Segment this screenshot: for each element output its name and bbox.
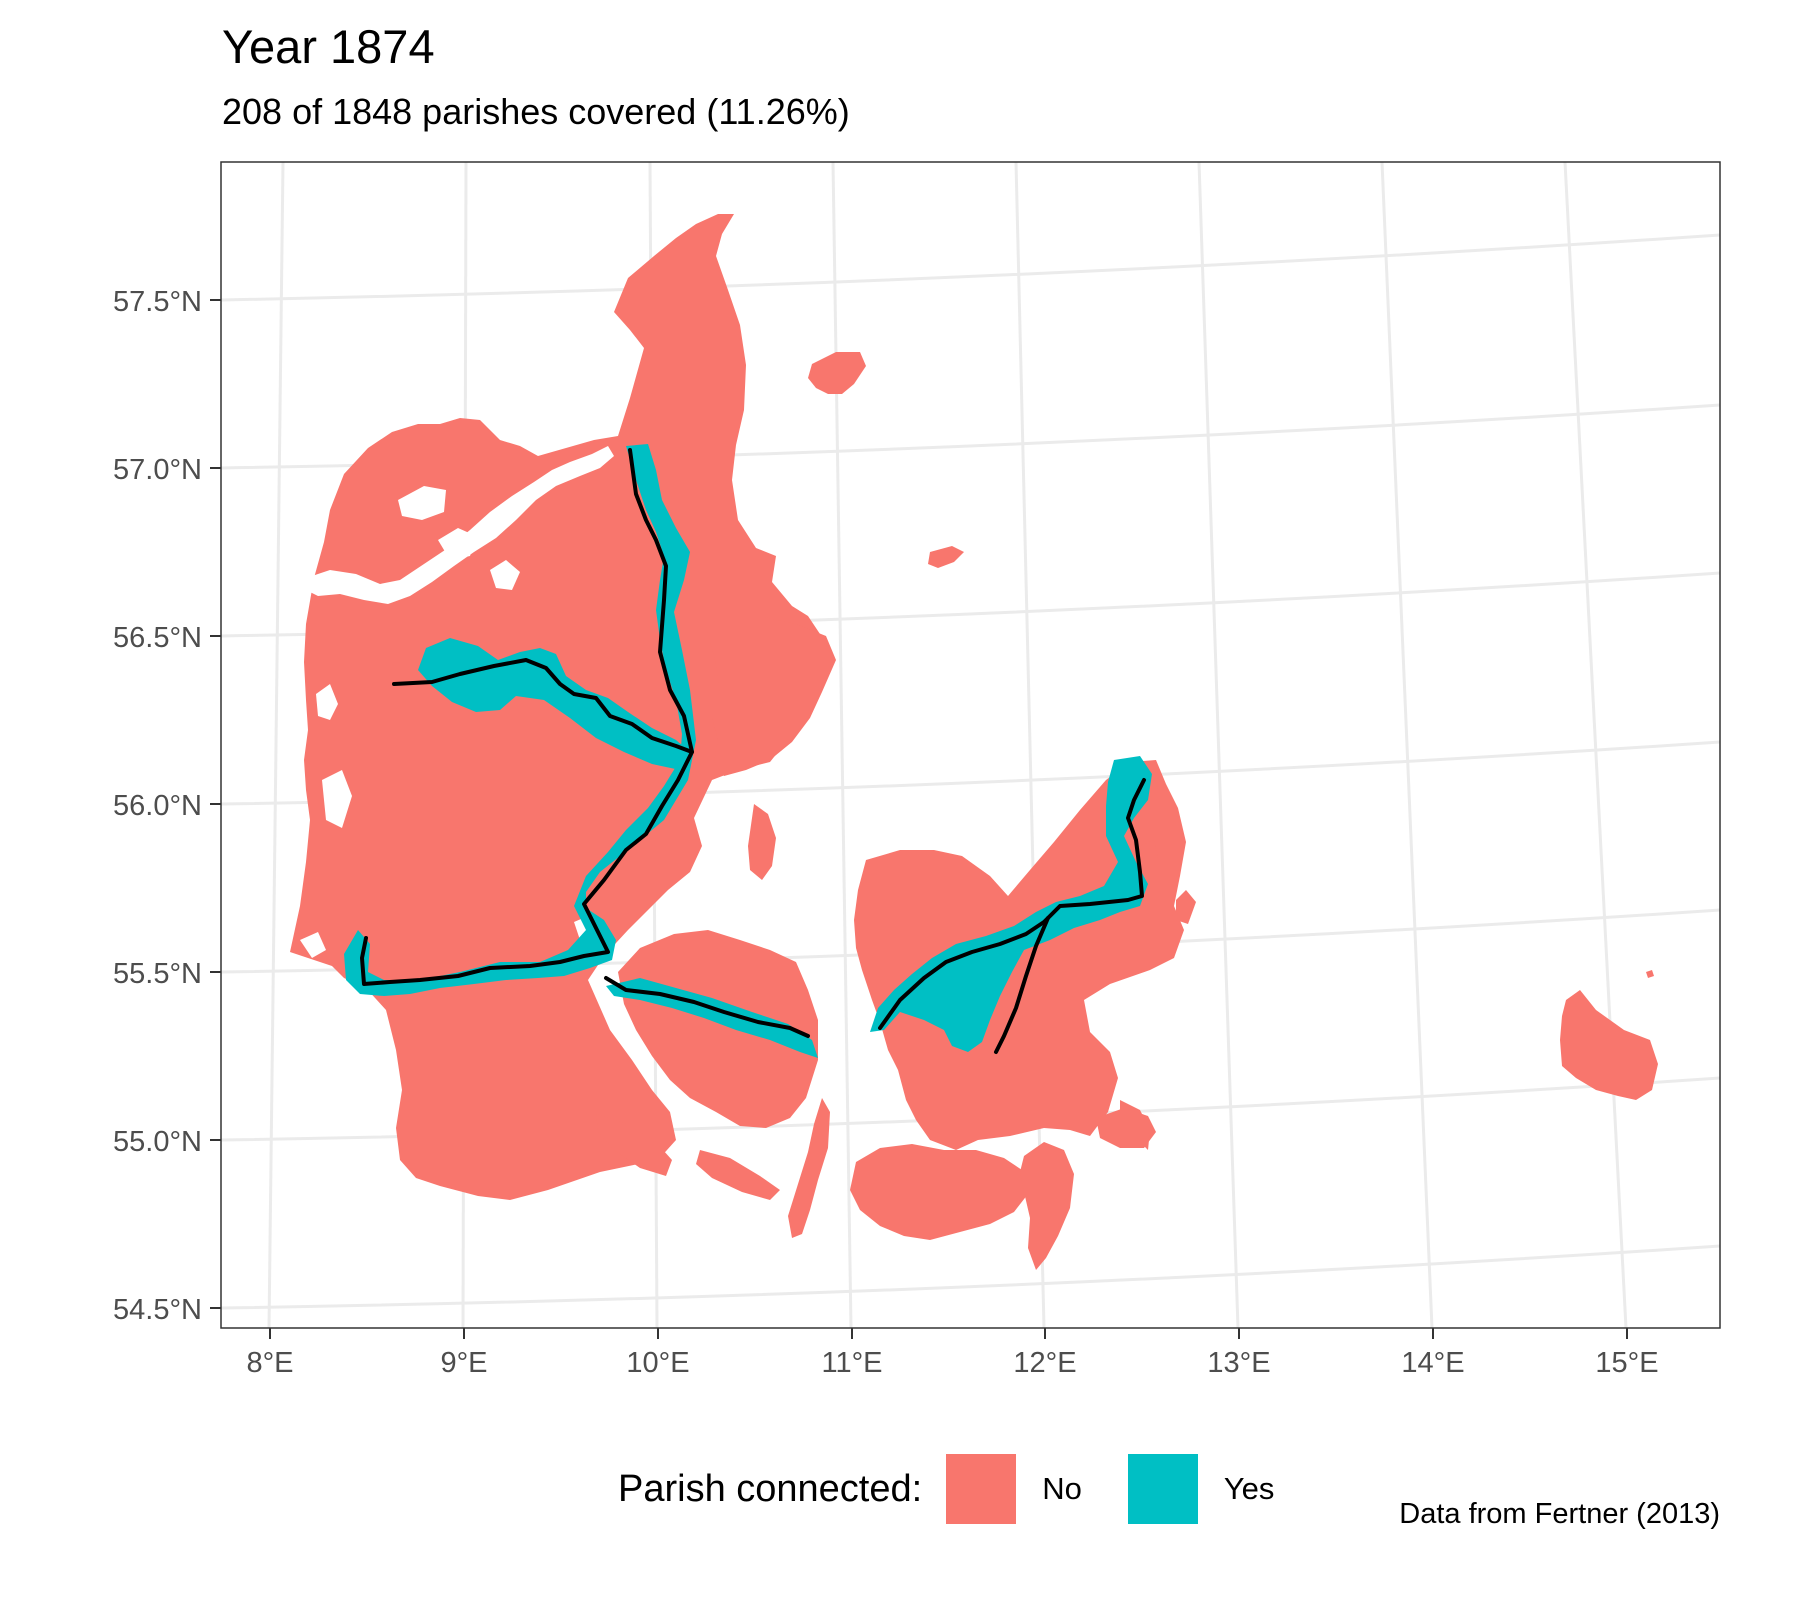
y-tick-label: 57.0°N	[113, 454, 202, 486]
parishes-not-connected	[290, 214, 1658, 1270]
x-tick-label: 13°E	[1207, 1347, 1270, 1379]
y-tick-label: 56.0°N	[113, 790, 202, 822]
inland-water	[300, 446, 614, 1006]
y-axis-ticks	[210, 299, 221, 1309]
y-tick-label: 54.5°N	[113, 1294, 202, 1326]
map-title: Year 1874	[222, 20, 435, 73]
y-tick-label: 56.5°N	[113, 622, 202, 654]
legend-title: Parish connected:	[618, 1467, 923, 1510]
x-tick-label: 10°E	[626, 1347, 689, 1379]
x-tick-label: 8°E	[246, 1347, 293, 1379]
y-tick-label: 55.0°N	[113, 1126, 202, 1158]
x-tick-label: 14°E	[1401, 1347, 1464, 1379]
legend-label-yes: Yes	[1223, 1471, 1275, 1506]
x-tick-label: 9°E	[440, 1347, 487, 1379]
legend: Parish connected: No Yes	[618, 1454, 1320, 1524]
x-tick-label: 11°E	[821, 1347, 882, 1379]
railway-lines	[360, 448, 1146, 1054]
x-tick-label: 12°E	[1013, 1347, 1076, 1379]
legend-label-no: No	[1042, 1471, 1082, 1506]
legend-key-yes	[1127, 1454, 1198, 1524]
legend-key-no	[946, 1454, 1017, 1524]
map-subtitle: 208 of 1848 parishes covered (11.26%)	[222, 91, 850, 132]
plot-panel-border	[220, 161, 1721, 1329]
x-tick-label: 15°E	[1595, 1347, 1658, 1379]
parishes-connected	[344, 444, 1152, 1058]
data-source-caption: Data from Fertner (2013)	[1399, 1498, 1720, 1530]
y-tick-label: 57.5°N	[113, 286, 202, 318]
x-axis-ticks	[269, 1328, 1628, 1339]
y-tick-label: 55.5°N	[113, 958, 202, 990]
